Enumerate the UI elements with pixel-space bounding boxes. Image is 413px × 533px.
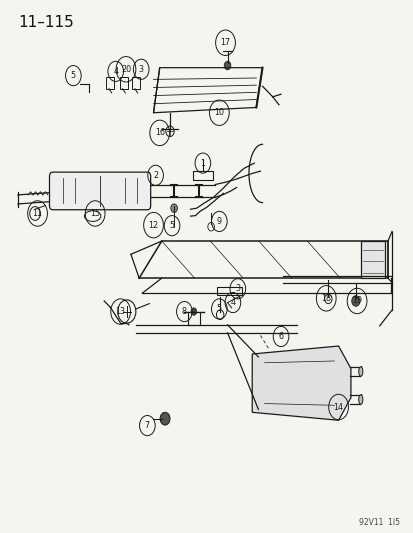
Text: 12: 12 <box>148 221 158 230</box>
Text: 2: 2 <box>153 171 158 180</box>
Text: 14: 14 <box>333 402 343 411</box>
Text: 18: 18 <box>320 294 330 303</box>
Text: 11–115: 11–115 <box>18 14 74 30</box>
Text: 4: 4 <box>230 298 235 307</box>
Text: 15: 15 <box>90 209 100 218</box>
Circle shape <box>160 413 170 425</box>
Bar <box>119 77 128 88</box>
Ellipse shape <box>358 367 362 376</box>
Text: 19: 19 <box>351 296 361 305</box>
Text: 20: 20 <box>121 64 131 74</box>
Text: 4: 4 <box>113 67 118 76</box>
Text: 8: 8 <box>181 307 186 316</box>
Text: 16: 16 <box>154 128 164 138</box>
Text: 7: 7 <box>145 421 150 430</box>
Text: 13: 13 <box>115 307 125 316</box>
Text: 3: 3 <box>235 284 240 293</box>
Bar <box>132 77 140 88</box>
Bar <box>217 287 241 295</box>
Polygon shape <box>252 346 350 420</box>
Text: 6: 6 <box>278 332 283 341</box>
Text: 1: 1 <box>200 159 205 167</box>
Bar <box>106 77 114 88</box>
Circle shape <box>171 204 177 213</box>
Bar <box>192 171 213 180</box>
Text: 5: 5 <box>216 304 221 313</box>
Circle shape <box>224 61 230 70</box>
Text: 11: 11 <box>33 209 43 218</box>
Text: 10: 10 <box>214 108 224 117</box>
Text: 17: 17 <box>220 38 230 47</box>
FancyBboxPatch shape <box>50 172 150 210</box>
Ellipse shape <box>358 395 362 405</box>
Text: 92V11  1I5: 92V11 1I5 <box>358 519 399 527</box>
Bar <box>360 241 384 278</box>
Text: 5: 5 <box>169 221 174 230</box>
Text: 9: 9 <box>216 217 221 226</box>
Text: 5: 5 <box>71 71 76 80</box>
Text: 3: 3 <box>138 64 143 74</box>
Circle shape <box>190 308 196 316</box>
Circle shape <box>351 296 359 306</box>
